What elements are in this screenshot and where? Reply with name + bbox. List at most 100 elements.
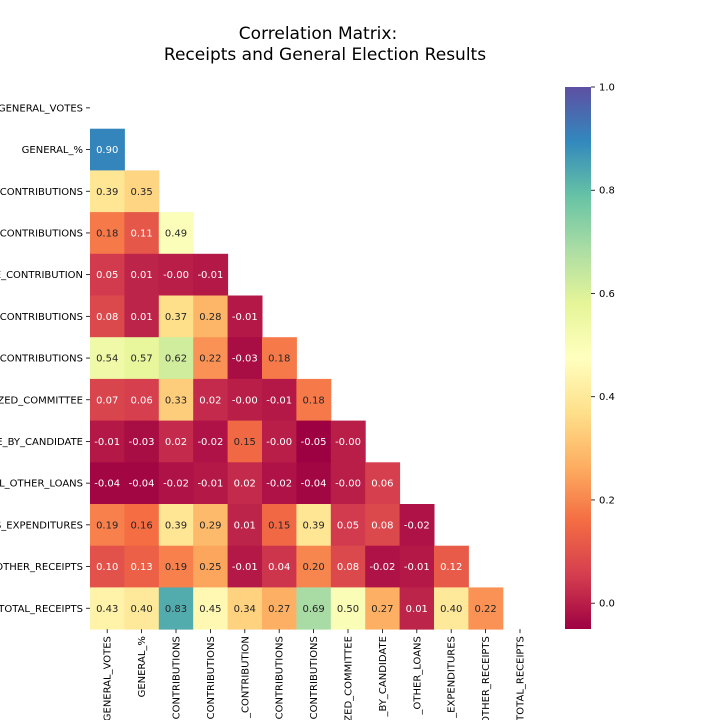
colorbar: 0.0 0.2 0.4 0.6 0.8 1.0 (565, 83, 615, 629)
x-axis-tick-label: ZED_COMMITTEE (344, 636, 355, 720)
cell-value-label: 0.04 (268, 562, 290, 573)
cell-value-label: 0.34 (234, 604, 256, 615)
cell-value-label: -0.04 (301, 479, 327, 490)
heatmap-cell (262, 587, 297, 630)
chart-title: Correlation Matrix: Receipts and General… (164, 24, 486, 65)
cell-value-label: 0.15 (234, 437, 256, 448)
cell-value-label: -0.03 (232, 354, 258, 365)
cell-value-label: 0.27 (268, 604, 290, 615)
cell-value-label: -0.02 (369, 562, 395, 573)
cell-value-label: 0.06 (130, 395, 152, 406)
heatmap-cell (262, 504, 297, 547)
heatmap-cell (158, 337, 194, 380)
heatmap-cell (193, 420, 229, 463)
heatmap-cell (262, 378, 297, 422)
heatmap-cell (330, 462, 366, 505)
heatmap-cell (90, 587, 125, 630)
cell-value-label: 0.11 (130, 228, 152, 239)
heatmap-cell (330, 504, 366, 547)
y-axis-tick-label: E_BY_CANDIDATE (0, 437, 83, 448)
heatmap-cell (227, 545, 263, 588)
heatmap-cell (365, 504, 401, 547)
heatmap-cell (227, 462, 263, 505)
heatmap-cell (90, 545, 125, 588)
heatmap-cell (90, 420, 125, 463)
cell-value-label: -0.00 (232, 395, 258, 406)
heatmap-cell (124, 587, 160, 630)
cell-value-label: 0.29 (199, 520, 221, 531)
y-axis-tick-label: OTHER_RECEIPTS (0, 562, 83, 573)
cell-value-label: 0.01 (130, 312, 152, 323)
cell-value-label: 0.10 (96, 562, 118, 573)
x-axis-tick-label: _BY_CANDIDATE (378, 636, 389, 717)
cell-value-label: -0.02 (266, 479, 292, 490)
y-axis-tick-label: _CONTRIBUTIONS (0, 187, 83, 198)
heatmap-cell (124, 337, 160, 380)
colorbar-tick-label: 1.0 (599, 83, 615, 94)
cell-value-label: 0.20 (302, 562, 324, 573)
heatmap-cell (468, 587, 504, 630)
cell-value-label: -0.04 (94, 479, 120, 490)
heatmap-cell (296, 420, 332, 463)
cell-value-label: 0.19 (96, 520, 118, 531)
heatmap-cell (90, 295, 125, 338)
heatmap-cell (90, 170, 125, 213)
cell-value-label: 0.69 (302, 604, 324, 615)
chart-title-line-2: Receipts and General Election Results (164, 45, 486, 65)
heatmap-cell (365, 545, 401, 588)
heatmap-cell (90, 212, 125, 255)
cell-value-label: 0.45 (199, 604, 221, 615)
y-axis-tick-label: _CONTRIBUTIONS (0, 228, 83, 239)
y-axis-tick-label: _CONTRIBUTIONS (0, 312, 83, 323)
heatmap-cell (124, 212, 160, 255)
heatmap-cell (296, 587, 332, 630)
heatmap-cell (193, 337, 229, 380)
cell-value-label: -0.04 (129, 479, 155, 490)
cell-value-label: 0.50 (337, 604, 359, 615)
y-axis-tick-label: _CONTRIBUTIONS (0, 354, 83, 365)
heatmap-cell (158, 420, 194, 463)
cell-value-label: 0.15 (268, 520, 290, 531)
y-axis-tick-label: E_CONTRIBUTION (0, 270, 83, 281)
cell-value-label: 0.49 (165, 228, 187, 239)
y-axis-tick-label: TOTAL_RECEIPTS (0, 604, 83, 615)
heatmap-cell (193, 378, 229, 422)
y-axis-tick-label: GENERAL_VOTES (0, 103, 83, 114)
cell-value-label: 0.22 (199, 354, 221, 365)
heatmap-cell (227, 504, 263, 547)
heatmap-cell (158, 504, 194, 547)
heatmap-cell (399, 587, 435, 630)
heatmap-cell (262, 337, 297, 380)
heatmap-cell (399, 504, 435, 547)
cell-value-label: 0.18 (302, 395, 324, 406)
cell-value-label: -0.01 (197, 479, 223, 490)
x-axis-tick-label: GENERAL_VOTES (103, 636, 114, 720)
heatmap-cell (399, 545, 435, 588)
cell-value-label: 0.01 (406, 604, 428, 615)
heatmap-cell (330, 545, 366, 588)
cell-value-label: -0.02 (163, 479, 189, 490)
cell-value-label: 0.05 (96, 270, 118, 281)
cell-value-label: 0.02 (199, 395, 221, 406)
colorbar-tick-label: 0.6 (599, 289, 615, 300)
cell-value-label: 0.19 (165, 562, 187, 573)
y-axis-tick-label: GENERAL_% (22, 145, 83, 156)
heatmap-cell (90, 337, 125, 380)
heatmap-cell (262, 545, 297, 588)
cell-value-label: 0.35 (130, 187, 152, 198)
heatmap-cell (124, 420, 160, 463)
heatmap-cell (296, 462, 332, 505)
cell-value-label: -0.00 (163, 270, 189, 281)
x-axis-tick-label: _EXPENDITURES (447, 636, 458, 719)
cell-value-label: -0.03 (129, 437, 155, 448)
heatmap-cell (365, 462, 401, 505)
cell-value-label: 0.12 (440, 562, 462, 573)
heatmap-cell (296, 378, 332, 422)
cell-value-label: 0.06 (371, 479, 393, 490)
cell-value-label: -0.00 (335, 479, 361, 490)
cell-value-label: 0.90 (96, 145, 118, 156)
heatmap-cell (296, 545, 332, 588)
heatmap-cell (296, 504, 332, 547)
heatmap-cell (434, 587, 469, 630)
cell-value-label: -0.00 (335, 437, 361, 448)
